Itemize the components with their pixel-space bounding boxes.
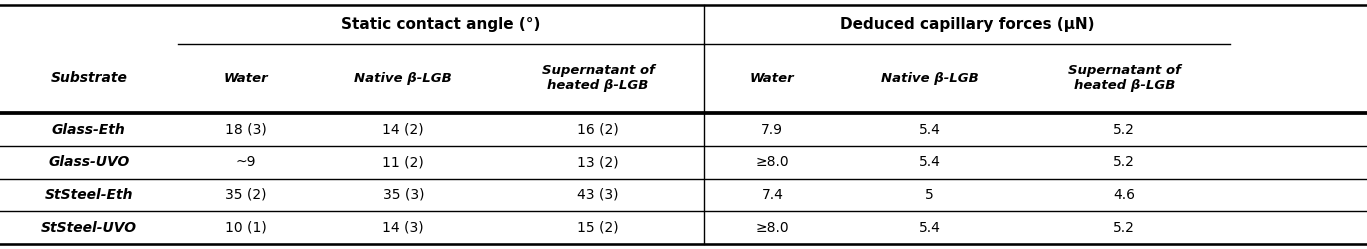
Text: Substrate: Substrate xyxy=(51,71,127,85)
Text: 7.9: 7.9 xyxy=(761,123,783,137)
Text: 35 (3): 35 (3) xyxy=(383,188,424,202)
Text: 35 (2): 35 (2) xyxy=(226,188,267,202)
Text: Static contact angle (°): Static contact angle (°) xyxy=(342,17,540,32)
Text: 7.4: 7.4 xyxy=(761,188,783,202)
Text: StSteel-UVO: StSteel-UVO xyxy=(41,221,137,235)
Text: Native β-LGB: Native β-LGB xyxy=(354,72,452,85)
Text: 10 (1): 10 (1) xyxy=(226,221,267,235)
Text: 5.4: 5.4 xyxy=(919,155,940,169)
Text: 15 (2): 15 (2) xyxy=(577,221,619,235)
Text: Supernatant of
heated β-LGB: Supernatant of heated β-LGB xyxy=(541,64,655,92)
Text: 5.2: 5.2 xyxy=(1113,123,1136,137)
Text: Deduced capillary forces (μN): Deduced capillary forces (μN) xyxy=(839,17,1095,32)
Text: 5.4: 5.4 xyxy=(919,221,940,235)
Text: 13 (2): 13 (2) xyxy=(577,155,619,169)
Text: ≥8.0: ≥8.0 xyxy=(756,221,789,235)
Text: StSteel-Eth: StSteel-Eth xyxy=(45,188,133,202)
Text: Glass-UVO: Glass-UVO xyxy=(48,155,130,169)
Text: 43 (3): 43 (3) xyxy=(577,188,619,202)
Text: Native β-LGB: Native β-LGB xyxy=(880,72,979,85)
Text: Supernatant of
heated β-LGB: Supernatant of heated β-LGB xyxy=(1068,64,1181,92)
Text: 5.4: 5.4 xyxy=(919,123,940,137)
Text: 14 (2): 14 (2) xyxy=(383,123,424,137)
Text: 4.6: 4.6 xyxy=(1113,188,1136,202)
Text: ~9: ~9 xyxy=(236,155,256,169)
Text: 5.2: 5.2 xyxy=(1113,155,1136,169)
Text: ≥8.0: ≥8.0 xyxy=(756,155,789,169)
Text: 16 (2): 16 (2) xyxy=(577,123,619,137)
Text: Water: Water xyxy=(750,72,794,85)
Text: 11 (2): 11 (2) xyxy=(383,155,424,169)
Text: 14 (3): 14 (3) xyxy=(383,221,424,235)
Text: 5.2: 5.2 xyxy=(1113,221,1136,235)
Text: Glass-Eth: Glass-Eth xyxy=(52,123,126,137)
Text: 18 (3): 18 (3) xyxy=(226,123,267,137)
Text: 5: 5 xyxy=(925,188,934,202)
Text: Water: Water xyxy=(224,72,268,85)
